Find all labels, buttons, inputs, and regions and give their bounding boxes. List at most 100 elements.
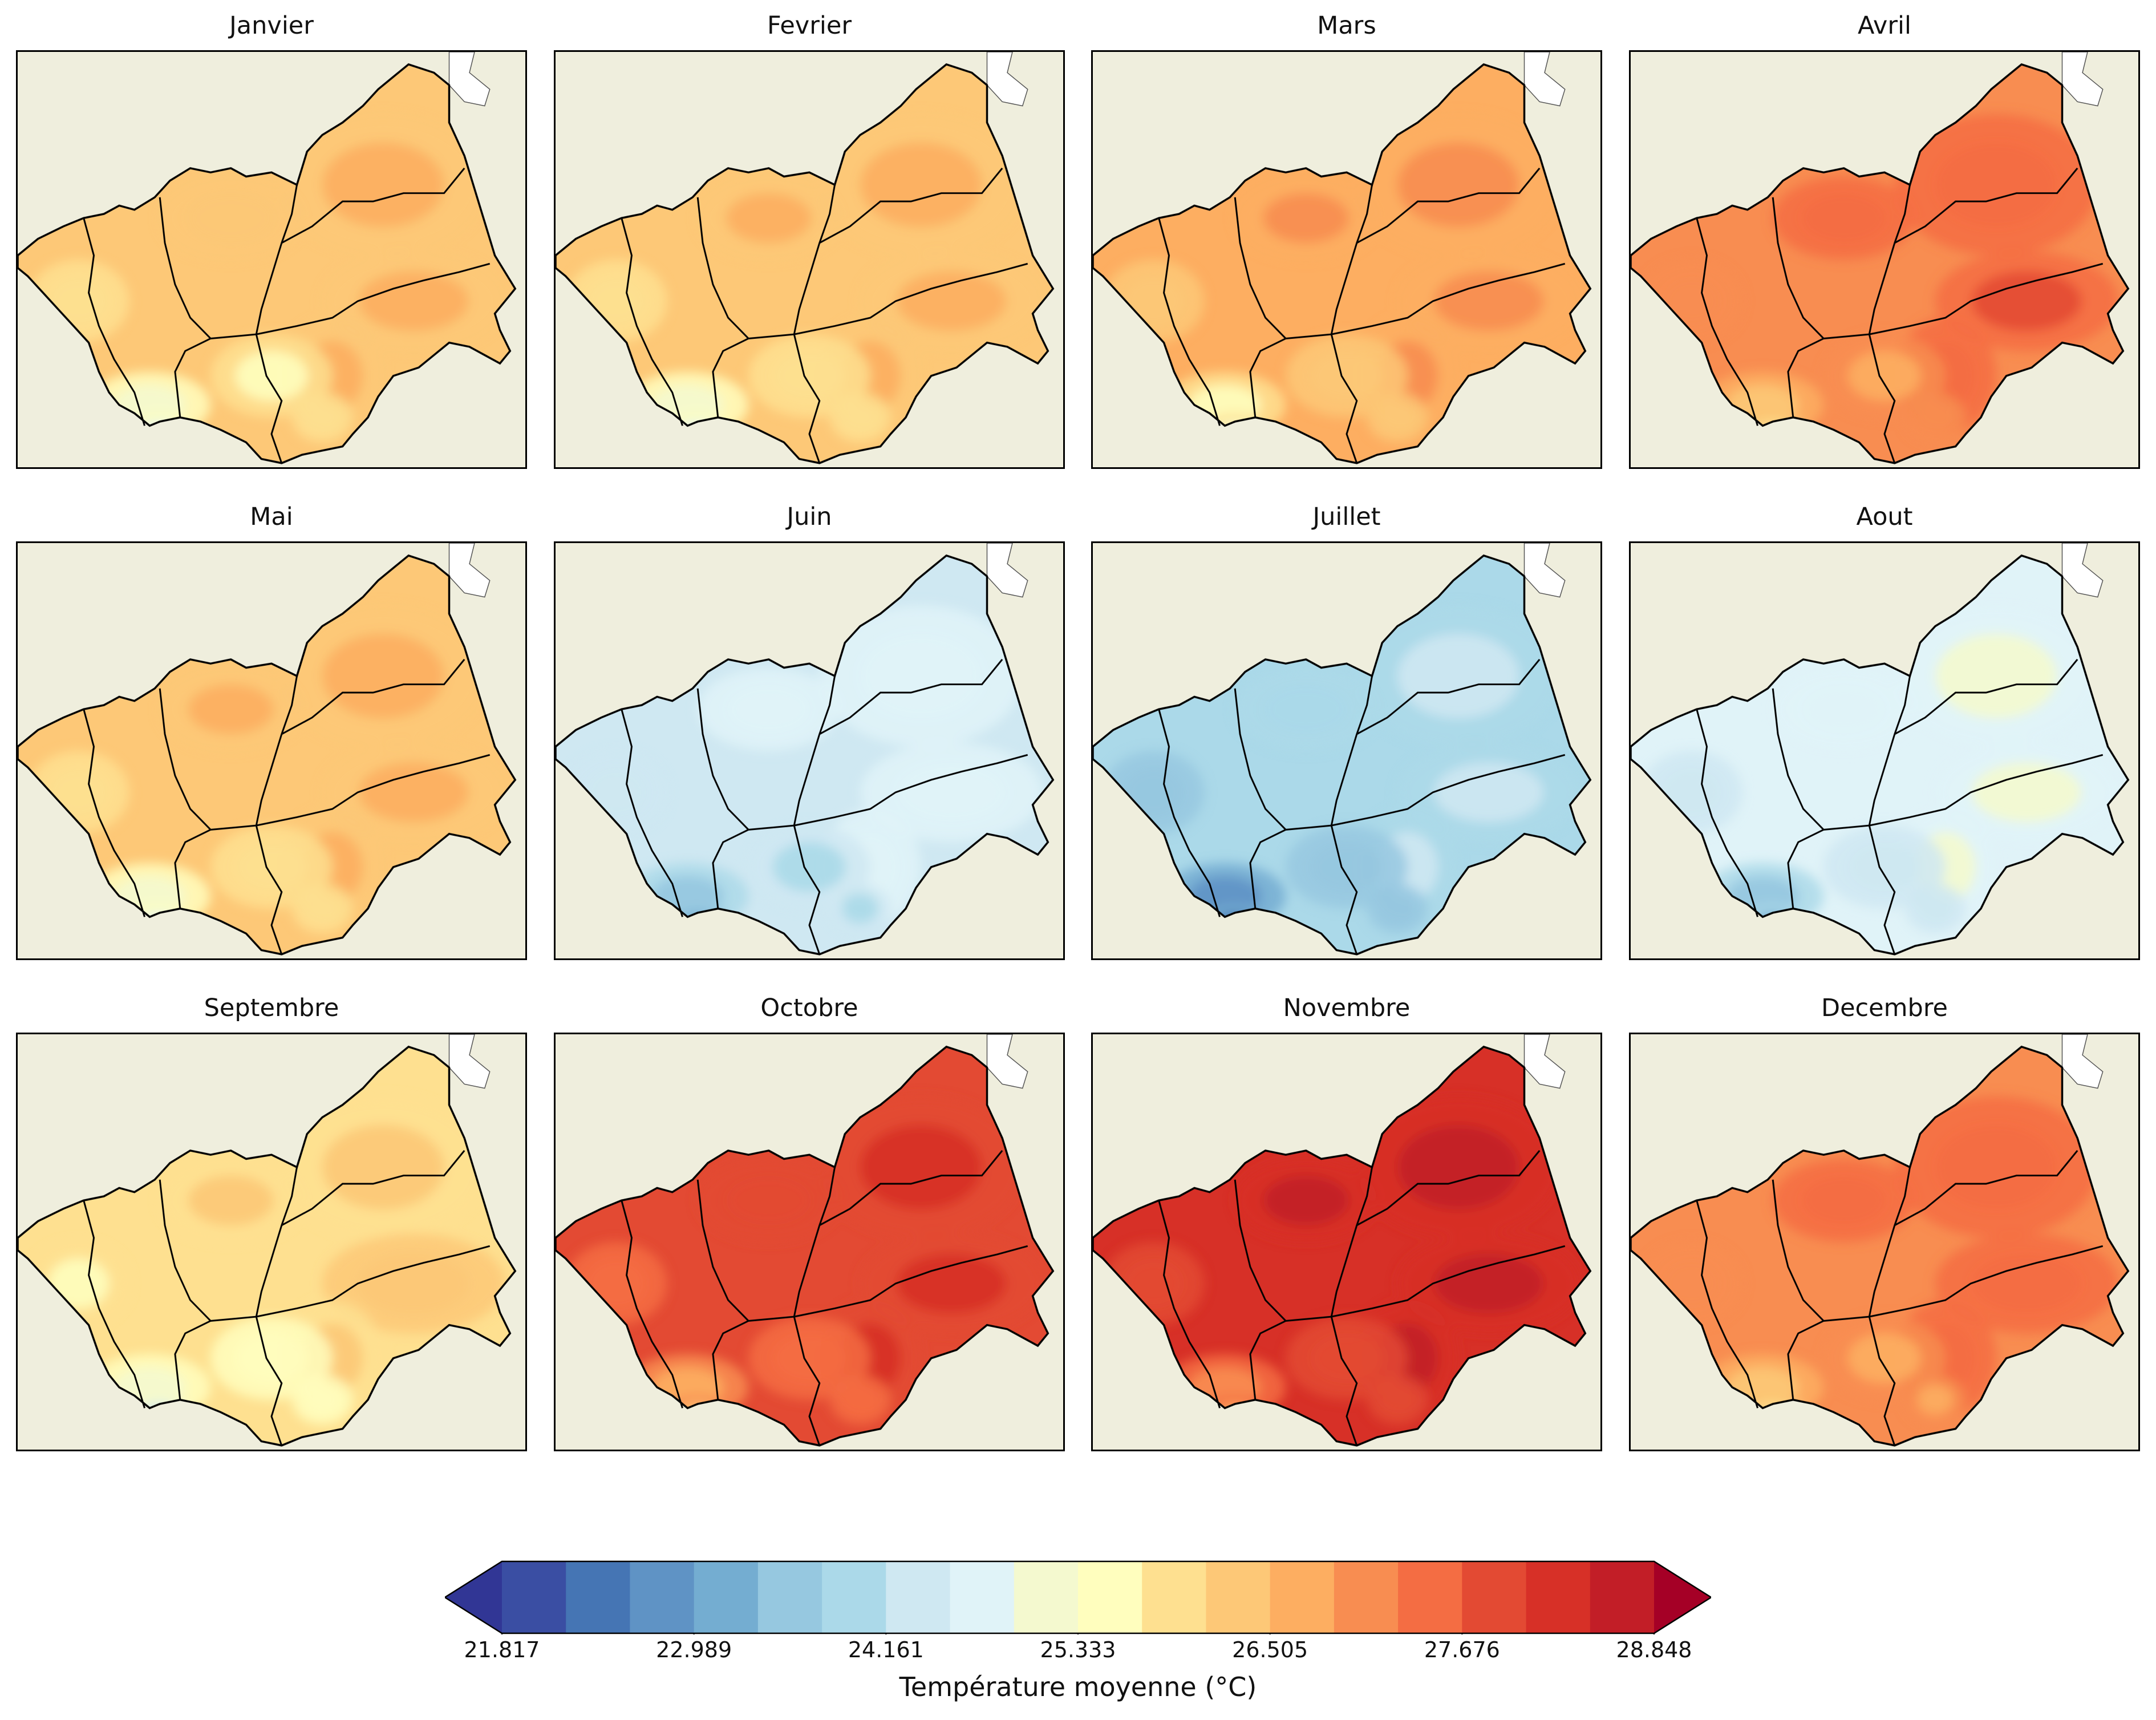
field-contour xyxy=(1379,893,1416,924)
map-svg xyxy=(18,1034,517,1447)
field-contour xyxy=(1801,193,1887,243)
panel-title: Decembre xyxy=(1821,994,1948,1022)
map-panel-novembre: Novembre xyxy=(1091,994,1602,1451)
field-contour xyxy=(1434,762,1544,823)
admin-boundary xyxy=(256,262,491,335)
admin-boundary xyxy=(819,167,1003,244)
field-contour xyxy=(234,351,309,401)
sea-area xyxy=(2061,1034,2104,1089)
admin-boundary xyxy=(1234,1179,1287,1400)
field-contour xyxy=(1310,842,1384,892)
map-frame xyxy=(1091,50,1602,469)
map-svg xyxy=(1631,543,2130,956)
colorbar-segment xyxy=(1462,1561,1527,1633)
colorbar-segment xyxy=(1014,1561,1079,1633)
field-contour xyxy=(1847,351,1922,401)
field-contour xyxy=(1263,193,1349,243)
field-contour xyxy=(359,1253,469,1314)
admin-boundary xyxy=(1894,167,2078,244)
panel-title: Juin xyxy=(787,503,832,531)
map-panel-aout: Aout xyxy=(1629,503,2140,960)
admin-boundary xyxy=(1330,825,1358,955)
panel-title: Mai xyxy=(250,503,293,531)
field-contour xyxy=(897,1253,1007,1314)
map-panel-decembre: Decembre xyxy=(1629,994,2140,1451)
field-contour xyxy=(772,842,846,892)
field-contour xyxy=(1847,1333,1922,1383)
field-contour xyxy=(1801,684,1887,734)
map-svg xyxy=(1093,1034,1592,1447)
field-contour xyxy=(726,684,812,734)
panel-title: Janvier xyxy=(229,11,314,40)
map-frame xyxy=(1629,1033,2140,1451)
region-outline xyxy=(18,1045,517,1447)
field-contour xyxy=(48,767,110,817)
field-contour xyxy=(1972,271,2082,331)
field-contour xyxy=(1397,142,1519,228)
admin-boundary xyxy=(281,167,465,244)
field-contour xyxy=(1661,1258,1723,1309)
admin-boundary xyxy=(1330,334,1358,464)
map-frame xyxy=(16,541,527,960)
admin-boundary xyxy=(1356,167,1541,244)
field-contour xyxy=(359,271,469,331)
region-outline xyxy=(1631,1045,2130,1447)
admin-boundary xyxy=(819,658,1003,735)
colorbar-segment xyxy=(694,1561,759,1633)
field-contour xyxy=(662,1395,733,1438)
region-outline xyxy=(556,63,1055,464)
admin-boundary xyxy=(1868,334,1896,464)
region-outline xyxy=(18,63,517,464)
sea-area xyxy=(986,52,1028,107)
field-contour xyxy=(1972,762,2082,823)
colorbar-segment xyxy=(1142,1561,1206,1633)
admin-boundary xyxy=(159,197,212,418)
admin-boundary xyxy=(255,334,283,464)
field-contour xyxy=(860,633,982,719)
field-contour xyxy=(234,842,309,892)
sea-area xyxy=(986,543,1028,598)
field-contour xyxy=(359,762,469,823)
map-svg xyxy=(1093,52,1592,464)
admin-boundary xyxy=(1696,709,1758,917)
field-contour xyxy=(772,1333,846,1383)
admin-boundary xyxy=(255,825,283,955)
field-contour xyxy=(124,904,196,946)
admin-boundary xyxy=(159,1179,212,1400)
field-contour xyxy=(841,893,879,924)
admin-boundary xyxy=(1356,658,1541,735)
admin-boundary xyxy=(1286,184,1373,339)
admin-boundary xyxy=(83,217,145,426)
admin-boundary xyxy=(1869,262,2104,335)
colorbar-segment xyxy=(502,1561,566,1633)
colorbar-extend-low xyxy=(445,1561,502,1633)
field-contour xyxy=(234,1333,309,1383)
panel-title: Avril xyxy=(1858,11,1911,40)
map-frame xyxy=(554,1033,1065,1451)
field-contour xyxy=(1972,1253,2082,1314)
admin-boundary xyxy=(696,1179,750,1400)
region-outline xyxy=(556,1045,1055,1447)
colorbar-extend-high xyxy=(1654,1561,1711,1633)
field-contour xyxy=(841,402,879,432)
map-frame xyxy=(1629,541,2140,960)
colorbar-segment xyxy=(630,1561,695,1633)
admin-boundary xyxy=(159,688,212,909)
admin-boundary xyxy=(793,1316,821,1446)
map-panel-avril: Avril xyxy=(1629,11,2140,469)
region-outline xyxy=(1093,554,1592,956)
admin-boundary xyxy=(1696,1200,1758,1409)
admin-boundary xyxy=(793,754,1028,827)
map-frame xyxy=(16,50,527,469)
admin-boundary xyxy=(1331,262,1566,335)
field-contour xyxy=(1661,767,1723,817)
colorbar-label: Température moyenne (°C) xyxy=(899,1672,1257,1702)
colorbar-segment xyxy=(886,1561,951,1633)
field-contour xyxy=(1916,1385,1954,1415)
admin-boundary xyxy=(1868,1316,1896,1446)
admin-boundary xyxy=(281,1150,465,1227)
colorbar-tick-label: 27.676 xyxy=(1424,1637,1500,1662)
field-contour xyxy=(897,271,1007,331)
map-svg xyxy=(18,543,517,956)
admin-boundary xyxy=(281,658,465,735)
